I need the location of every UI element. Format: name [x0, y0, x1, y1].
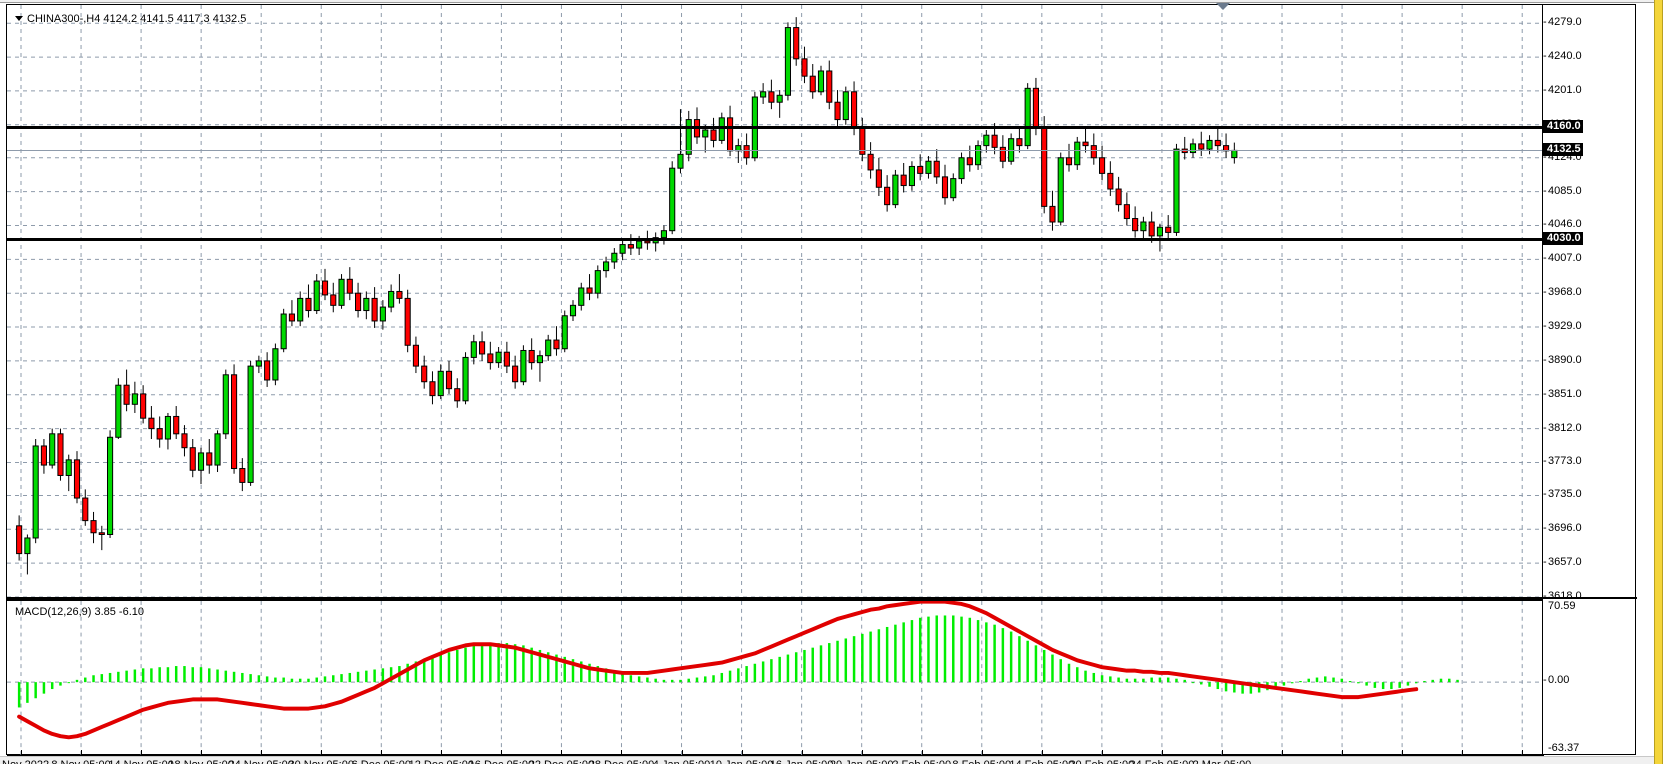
time-axis-label: 16 Dec 05:00: [469, 759, 534, 764]
window-bottom-border: [0, 756, 1675, 764]
price-level-badge: 4030.0: [1543, 232, 1583, 246]
macd-series: [17, 601, 1459, 740]
time-axis-tick: [921, 750, 923, 755]
current-price-badge: 4132.5: [1543, 143, 1583, 157]
current-price-line: [7, 150, 1544, 152]
price-tick-label: -3773.0: [1543, 455, 1582, 468]
price-level-badge: 4160.0: [1543, 119, 1583, 133]
time-axis-tick: [1522, 750, 1524, 755]
time-axis-tick: [1282, 750, 1284, 755]
time-axis-label: 10 Jan 05:00: [710, 759, 774, 764]
price-axis[interactable]: -4279.0-4240.0-4201.0-4162.0-4124.0-4085…: [1542, 5, 1635, 754]
price-tick-label: -3618.0: [1543, 590, 1582, 602]
time-axis-label: 2 Feb 05:00: [892, 759, 951, 764]
price-tick-label: -4240.0: [1543, 50, 1582, 63]
time-axis-label: 8 Feb 05:00: [952, 759, 1011, 764]
macd-grid: [7, 601, 1544, 755]
price-tick-label: -3929.0: [1543, 320, 1582, 333]
time-axis-label: 2 Nov 2022: [0, 759, 49, 764]
chart-frame[interactable]: MACD(12,26,9) 3.85 -6.10 CHINA300-,H4 41…: [0, 4, 1637, 764]
time-axis-tick: [801, 750, 803, 755]
time-axis-label: 6 Dec 05:00: [352, 759, 411, 764]
price-tick-label: -4124.0: [1543, 150, 1582, 163]
time-axis-tick: [501, 750, 503, 755]
window-top-border: [0, 0, 1675, 3]
price-tick-label: -4007.0: [1543, 252, 1582, 265]
macd-tick-label: 70.59: [1548, 600, 1576, 612]
price-tick-label: -4279.0: [1543, 16, 1582, 29]
time-axis-label: 14 Nov 05:00: [108, 759, 173, 764]
time-axis-label: 14 Feb 05:00: [1009, 759, 1074, 764]
time-axis-tick: [201, 750, 203, 755]
support-line-4030[interactable]: [7, 238, 1544, 242]
price-tick-label: -3851.0: [1543, 387, 1582, 400]
time-axis-label: 20 Feb 05:00: [1069, 759, 1134, 764]
time-axis-label: 24 Feb 05:00: [1129, 759, 1194, 764]
resistance-line-4160[interactable]: [7, 125, 1544, 129]
time-axis-tick: [561, 750, 563, 755]
time-axis-tick: [81, 750, 83, 755]
price-tick-label: -3968.0: [1543, 286, 1582, 299]
time-axis-tick: [21, 750, 22, 755]
time-axis-tick: [1101, 750, 1103, 755]
time-axis-label: 22 Dec 05:00: [529, 759, 594, 764]
candlestick-series: [16, 17, 1238, 575]
time-axis-label: 30 Nov 05:00: [289, 759, 354, 764]
time-axis-tick: [321, 750, 323, 755]
time-axis-tick: [981, 750, 983, 755]
time-axis-label: 20 Jan 05:00: [830, 759, 894, 764]
time-axis-label: 2 Mar 05:00: [1193, 759, 1252, 764]
price-tick-label: -3696.0: [1543, 522, 1582, 535]
time-axis-label: 12 Dec 05:00: [409, 759, 474, 764]
window-right-padding: [1663, 0, 1675, 764]
time-axis-tick: [441, 750, 443, 755]
macd-pane[interactable]: MACD(12,26,9) 3.85 -6.10: [7, 599, 1544, 755]
time-axis-tick: [1342, 750, 1344, 755]
price-tick-label: -3890.0: [1543, 353, 1582, 366]
time-axis-tick: [861, 750, 863, 755]
time-axis-tick: [1161, 750, 1163, 755]
macd-tick-label: -0.00: [1543, 674, 1570, 687]
time-axis-label: 18 Nov 05:00: [168, 759, 233, 764]
time-axis-label: 28 Dec 05:00: [589, 759, 654, 764]
price-tick-label: -3735.0: [1543, 488, 1582, 501]
price-grid: [7, 5, 1544, 597]
time-axis-label: 4 Jan 05:00: [653, 759, 711, 764]
price-tick-label: -4085.0: [1543, 184, 1582, 197]
symbol-ohlc-label: CHINA300-,H4 4124.2 4141.5 4117.3 4132.5: [27, 13, 247, 25]
price-tick-label: -4201.0: [1543, 83, 1582, 96]
time-axis-tick: [621, 750, 623, 755]
vertical-scrollbar[interactable]: [1654, 0, 1663, 764]
price-pane[interactable]: [7, 5, 1544, 597]
scroll-position-marker-icon[interactable]: [1216, 3, 1230, 10]
price-tick-label: -4046.0: [1543, 218, 1582, 231]
time-axis-tick: [1041, 750, 1043, 755]
pane-separator: [7, 597, 1637, 599]
time-axis-line: [7, 755, 1544, 756]
time-axis-label: 24 Nov 05:00: [228, 759, 293, 764]
time-axis-tick: [1462, 750, 1464, 755]
price-tick-label: -3657.0: [1543, 556, 1582, 569]
time-axis-tick: [261, 750, 263, 755]
time-axis-label: 8 Nov 05:00: [51, 759, 110, 764]
time-axis-tick: [1402, 750, 1404, 755]
time-axis-tick: [681, 750, 683, 755]
price-tick-label: -3812.0: [1543, 421, 1582, 434]
chevron-down-icon[interactable]: [15, 16, 23, 21]
time-axis-tick: [741, 750, 743, 755]
time-axis-tick: [141, 750, 143, 755]
macd-indicator-label: MACD(12,26,9) 3.85 -6.10: [15, 606, 145, 618]
time-axis-tick: [381, 750, 383, 755]
time-axis-tick: [1221, 750, 1223, 755]
macd-tick-label: -63.37: [1548, 742, 1580, 754]
time-axis-label: 16 Jan 05:00: [770, 759, 834, 764]
